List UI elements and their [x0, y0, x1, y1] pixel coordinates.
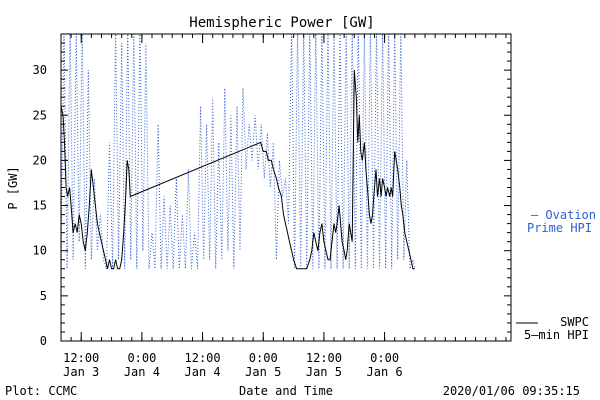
x-axis-label: Date and Time — [239, 384, 333, 398]
y-tick-label: 30 — [33, 63, 47, 77]
y-tick-label: 15 — [33, 199, 47, 213]
x-tick-label: 12:00 — [63, 351, 99, 365]
series-line-ovation — [61, 34, 416, 269]
x-tick-label: 0:00 — [370, 351, 399, 365]
x-tick-date: Jan 6 — [367, 365, 403, 379]
chart-title: Hemispheric Power [GW] — [189, 15, 374, 31]
y-tick-label: 20 — [33, 153, 47, 167]
legend-swpc-line2: 5–min HPI — [524, 328, 589, 342]
footer-timestamp: 2020/01/06 09:35:15 — [443, 384, 580, 398]
x-tick-label: 0:00 — [249, 351, 278, 365]
y-tick-label: 10 — [33, 244, 47, 258]
x-tick-date: Jan 5 — [306, 365, 342, 379]
x-tick-label: 0:00 — [127, 351, 156, 365]
x-tick-date: Jan 4 — [185, 365, 221, 379]
legend-ovation-line2: Prime HPI — [527, 221, 592, 235]
x-tick-label: 12:00 — [306, 351, 342, 365]
footer-left: Plot: CCMC — [5, 384, 77, 398]
y-tick-label: 5 — [40, 289, 47, 303]
legend-swpc-line1: SWPC — [560, 315, 589, 329]
y-tick-label: 25 — [33, 108, 47, 122]
x-tick-date: Jan 5 — [245, 365, 281, 379]
legend-ovation-line1: — Ovation — [531, 208, 596, 222]
x-tick-date: Jan 4 — [124, 365, 160, 379]
x-tick-label: 12:00 — [185, 351, 221, 365]
x-tick-date: Jan 3 — [63, 365, 99, 379]
y-tick-label: 0 — [40, 334, 47, 348]
series-line-swpc — [61, 70, 415, 270]
y-axis-label: P [GW] — [6, 166, 20, 209]
